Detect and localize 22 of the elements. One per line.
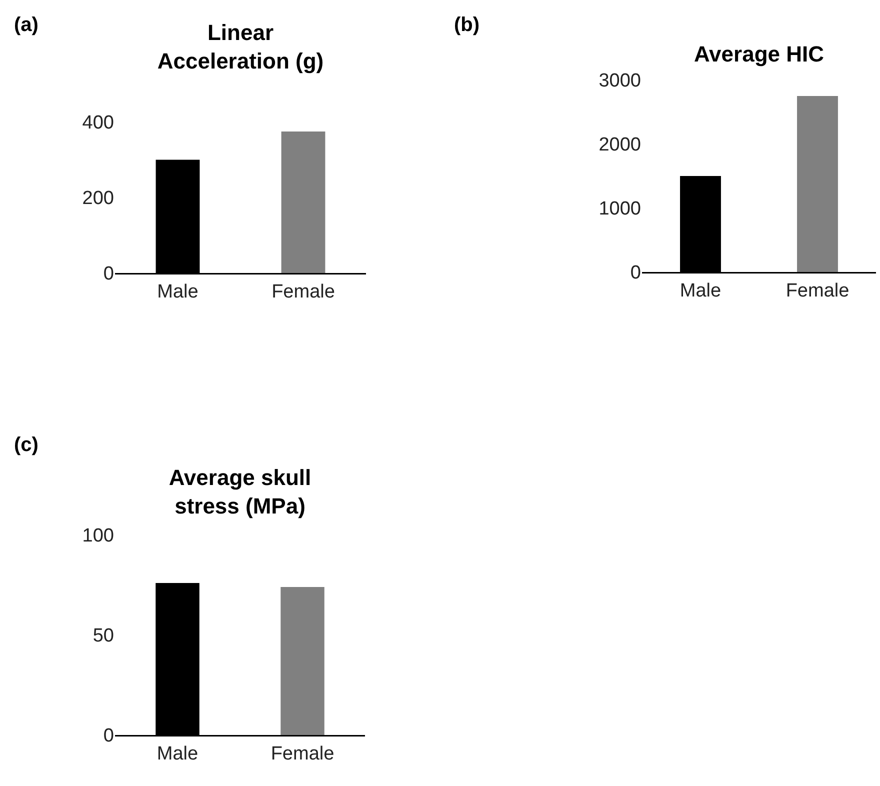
y-tick-label: 0 (103, 726, 114, 747)
chart-title: Average skull stress (MPa) (168, 465, 312, 519)
text: (c) (14, 434, 38, 456)
y-tick-label: 400 (82, 112, 114, 134)
text: (b) (454, 14, 480, 36)
y-tick-label: 3000 (598, 70, 641, 92)
y-tick-label: 100 (82, 526, 114, 547)
y-tick-label: 50 (92, 626, 114, 647)
x-tick-label: Male (157, 281, 198, 302)
y-tick-label: 2000 (598, 134, 641, 156)
text: (a) (14, 14, 38, 36)
x-tick-label: Female (272, 281, 335, 302)
x-tick-label: Female (786, 280, 850, 302)
x-tick-label: Male (156, 743, 198, 764)
y-tick-label: 0 (630, 262, 641, 284)
y-tick-label: 0 (103, 264, 114, 285)
chart-title: Average HIC (694, 41, 824, 66)
y-tick-label: 200 (82, 188, 114, 210)
x-tick-label: Male (680, 280, 722, 302)
chart-title: Linear Acceleration (g) (157, 20, 324, 74)
y-tick-label: 1000 (598, 198, 641, 220)
x-tick-label: Female (270, 743, 334, 764)
